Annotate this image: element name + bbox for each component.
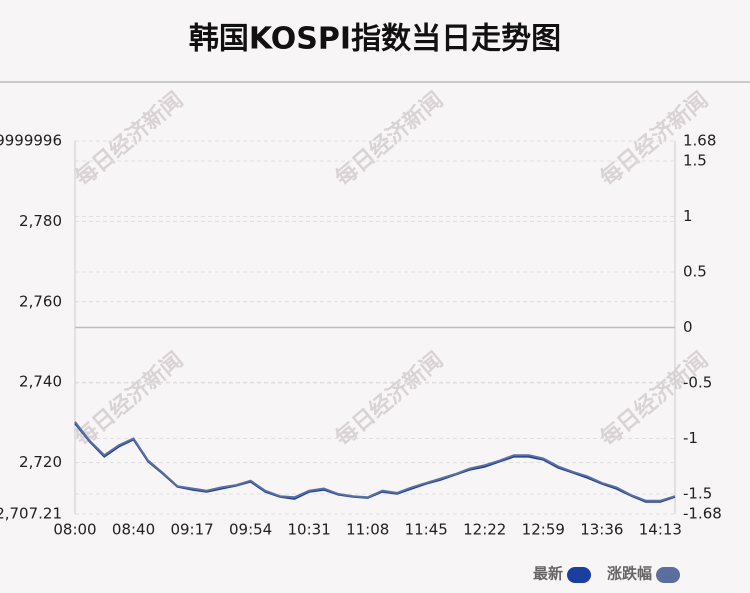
- y2-tick-label: -1: [683, 429, 698, 447]
- x-tick-label: 13:36: [580, 521, 623, 539]
- watermark: 每日经济新闻: [330, 347, 448, 452]
- legend-swatch: [656, 567, 681, 583]
- y2-tick-label: 1.5: [683, 151, 707, 169]
- line-series: [74, 422, 676, 503]
- legend-swatch: [567, 567, 592, 583]
- y-tick-label: 2,799.9999996: [0, 132, 62, 150]
- y-tick-label: 2,707.21: [0, 505, 62, 523]
- y-tick-label: 2,760: [19, 292, 62, 310]
- watermark: 每日经济新闻: [70, 87, 188, 192]
- y2-tick-label: 0: [683, 318, 693, 336]
- watermark: 每日经济新闻: [70, 347, 188, 452]
- y2-tick-label: 1: [683, 207, 693, 225]
- y2-tick-label: 0.5: [683, 262, 707, 280]
- legend-label: 最新: [533, 565, 563, 583]
- legend-label: 涨跌幅: [607, 565, 652, 583]
- line-series: [74, 421, 676, 502]
- x-tick-label: 11:08: [346, 521, 389, 539]
- y-tick-label: 2,780: [19, 212, 62, 230]
- x-tick-label: 09:54: [229, 521, 272, 539]
- y-tick-label: 2,720: [19, 453, 62, 471]
- x-tick-label: 12:59: [522, 521, 565, 539]
- chart-title: 韩国KOSPI指数当日走势图: [189, 22, 561, 57]
- watermark: 每日经济新闻: [330, 87, 448, 192]
- y2-tick-label: 1.68: [683, 132, 716, 150]
- y2-tick-label: -0.5: [683, 374, 712, 392]
- x-tick-label: 08:40: [112, 521, 155, 539]
- x-tick-label: 14:13: [639, 521, 682, 539]
- y2-tick-label: -1.68: [683, 505, 722, 523]
- x-tick-label: 09:17: [170, 521, 213, 539]
- x-tick-label: 10:31: [288, 521, 331, 539]
- x-tick-label: 08:00: [53, 521, 96, 539]
- y-tick-label: 2,740: [19, 373, 62, 391]
- y2-tick-label: -1.5: [683, 485, 712, 503]
- x-tick-label: 11:45: [405, 521, 448, 539]
- x-tick-label: 12:22: [463, 521, 506, 539]
